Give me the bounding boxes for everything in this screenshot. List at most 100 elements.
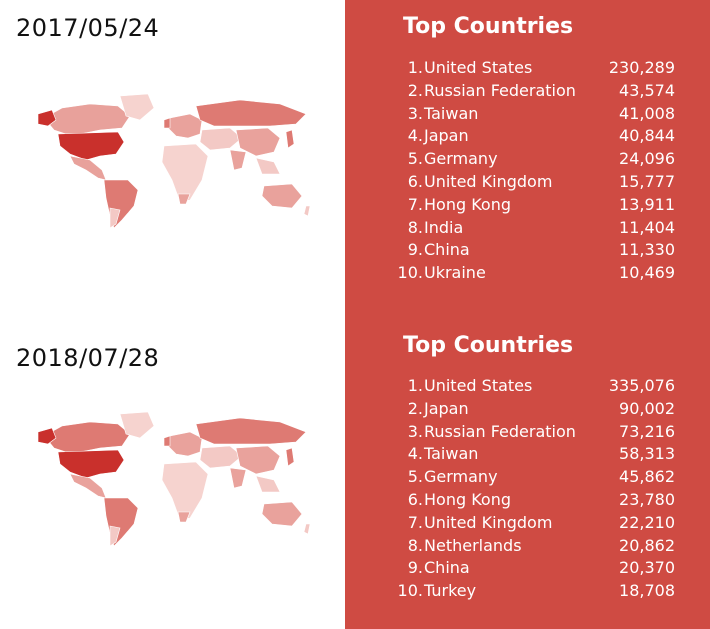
- country-row: 4. Taiwan 58,313: [390, 444, 675, 466]
- usa: [57, 449, 125, 479]
- country-value: 20,862: [619, 535, 675, 555]
- greenland: [119, 93, 155, 121]
- country-rank: 6.: [407, 172, 423, 191]
- alaska: [37, 109, 57, 127]
- south-africa: [177, 193, 191, 205]
- country-rank: 5.: [407, 467, 423, 487]
- country-row: 10. Ukraine 10,469: [390, 263, 675, 285]
- country-row: 6. Hong Kong 23,780: [390, 490, 675, 512]
- country-name: United States: [424, 58, 533, 77]
- country-value: 11,330: [619, 240, 675, 260]
- country-row: 3. Taiwan 41,008: [390, 104, 675, 126]
- country-row: 2. Russian Federation 43,574: [390, 81, 675, 103]
- country-name: Russian Federation: [424, 421, 576, 441]
- country-row: 4. Japan 40,844: [390, 126, 675, 148]
- country-name: Taiwan: [424, 444, 479, 464]
- country-rank: 2.: [407, 80, 423, 100]
- country-value: 335,076: [608, 376, 675, 395]
- country-value: 73,216: [619, 421, 675, 441]
- country-value: 58,313: [619, 444, 675, 464]
- panel-title-2018: Top Countries: [403, 333, 574, 358]
- new-zealand: [303, 205, 311, 217]
- country-row: 7. United Kingdom 22,210: [390, 513, 675, 535]
- country-value: 40,844: [619, 126, 675, 146]
- country-rank: 2.: [407, 398, 423, 418]
- country-value: 23,780: [619, 490, 675, 509]
- country-rank: 7.: [407, 194, 423, 214]
- country-rank: 7.: [407, 512, 423, 532]
- country-name: Germany: [424, 149, 498, 169]
- country-row: 1. United States 335,076: [390, 376, 675, 398]
- country-value: 230,289: [608, 58, 675, 77]
- japan: [285, 129, 295, 149]
- south-america-south: [109, 525, 121, 547]
- country-value: 10,469: [619, 263, 675, 283]
- country-name: Japan: [424, 398, 469, 418]
- country-rank: 5.: [407, 149, 423, 169]
- country-row: 7. Hong Kong 13,911: [390, 195, 675, 217]
- south-africa: [177, 511, 191, 523]
- europe: [167, 431, 203, 457]
- africa: [161, 461, 209, 521]
- china: [235, 445, 281, 475]
- date-label-2018: 2018/07/28: [16, 344, 160, 372]
- country-rank: 10.: [397, 263, 423, 283]
- canada: [43, 103, 131, 135]
- country-row: 6. United Kingdom 15,777: [390, 172, 675, 194]
- country-rank: 4.: [407, 444, 423, 464]
- country-name: Ukraine: [424, 263, 486, 283]
- russia: [195, 99, 307, 127]
- country-row: 10. Turkey 18,708: [390, 581, 675, 603]
- country-row: 9. China 20,370: [390, 558, 675, 580]
- country-name: United Kingdom: [424, 512, 553, 532]
- country-rank: 3.: [407, 103, 423, 123]
- russia: [195, 417, 307, 445]
- country-name: Turkey: [424, 581, 477, 601]
- country-name: Germany: [424, 467, 498, 487]
- se-asia: [255, 157, 281, 175]
- country-name: Russian Federation: [424, 80, 576, 100]
- uk: [163, 117, 171, 129]
- alaska: [37, 427, 57, 445]
- australia: [261, 183, 303, 209]
- world-map-2018: [37, 411, 311, 547]
- greenland: [119, 411, 155, 439]
- africa: [161, 143, 209, 203]
- india: [229, 149, 247, 171]
- country-rank: 9.: [407, 558, 423, 578]
- china: [235, 127, 281, 157]
- south-america: [103, 179, 139, 229]
- country-value: 24,096: [619, 149, 675, 169]
- world-map-2017: [37, 93, 311, 229]
- date-label-2017: 2017/05/24: [16, 14, 160, 42]
- country-name: Japan: [424, 126, 469, 146]
- central-asia: [199, 127, 243, 151]
- country-name: United Kingdom: [424, 172, 553, 191]
- mexico: [69, 473, 107, 499]
- country-rank: 6.: [407, 490, 423, 509]
- country-name: United States: [424, 376, 533, 395]
- country-row: 3. Russian Federation 73,216: [390, 422, 675, 444]
- country-name: Netherlands: [424, 535, 522, 555]
- country-rank: 10.: [397, 581, 423, 601]
- country-row: 5. Germany 24,096: [390, 149, 675, 171]
- country-value: 45,862: [619, 467, 675, 487]
- top-countries-panel: Top Countries 1. United States 230,289 2. Ru…: [345, 0, 710, 629]
- country-value: 15,777: [619, 172, 675, 191]
- country-rank: 1.: [407, 58, 423, 77]
- canada: [43, 421, 131, 453]
- india: [229, 467, 247, 489]
- country-name: Taiwan: [424, 103, 479, 123]
- country-value: 20,370: [619, 558, 675, 578]
- country-row: 1. United States 230,289: [390, 58, 675, 80]
- country-rank: 3.: [407, 421, 423, 441]
- country-rank: 8.: [407, 217, 423, 237]
- country-rank: 1.: [407, 376, 423, 395]
- country-row: 8. India 11,404: [390, 218, 675, 240]
- country-value: 13,911: [619, 194, 675, 214]
- country-rank: 4.: [407, 126, 423, 146]
- south-america: [103, 497, 139, 547]
- country-name: Hong Kong: [424, 194, 511, 214]
- country-name: India: [424, 217, 464, 237]
- mexico: [69, 155, 107, 181]
